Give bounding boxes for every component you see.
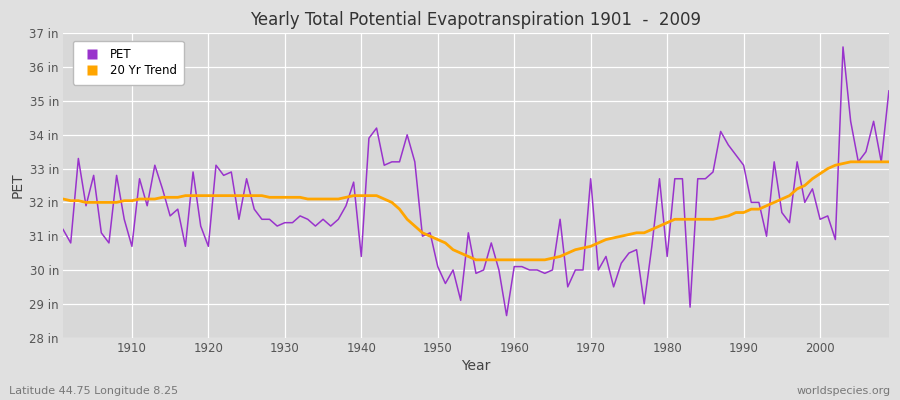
X-axis label: Year: Year bbox=[462, 359, 490, 373]
Text: Latitude 44.75 Longitude 8.25: Latitude 44.75 Longitude 8.25 bbox=[9, 386, 178, 396]
Y-axis label: PET: PET bbox=[11, 173, 25, 198]
Title: Yearly Total Potential Evapotranspiration 1901  -  2009: Yearly Total Potential Evapotranspiratio… bbox=[250, 11, 701, 29]
Text: worldspecies.org: worldspecies.org bbox=[796, 386, 891, 396]
Legend: PET, 20 Yr Trend: PET, 20 Yr Trend bbox=[73, 41, 184, 84]
